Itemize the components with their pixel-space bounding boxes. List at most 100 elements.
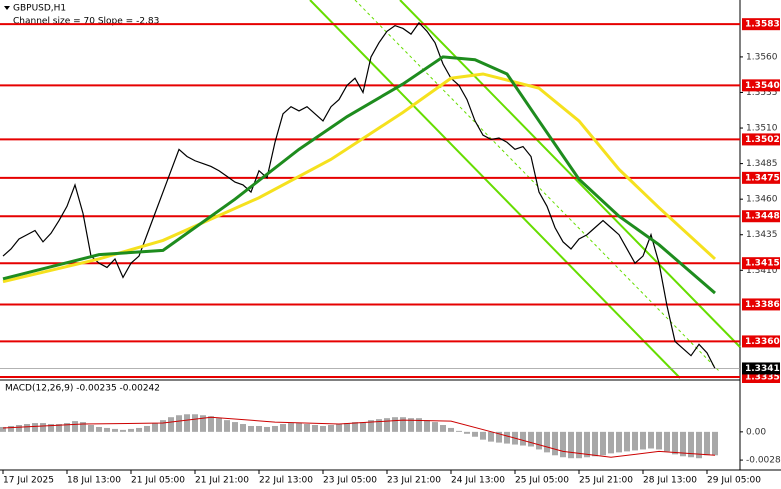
histogram-bar [152,423,158,432]
menu-arrow [4,6,10,10]
histogram-bar [448,427,454,432]
histogram-bar [352,422,358,432]
last-price-box [742,362,780,375]
last-price-label: 1.3341 [745,364,780,374]
y-tick-label: 1.3535 [746,88,778,98]
level-label-box [742,257,780,270]
histogram-bar [456,430,462,432]
histogram-bar [384,418,390,432]
histogram-bar [480,431,486,440]
histogram-bar [584,431,590,458]
histogram-bar [488,431,494,442]
histogram-bar [80,422,86,432]
histogram-bar [416,418,422,432]
histogram-bar [576,431,582,459]
level-label-box [742,298,780,311]
histogram-bar [672,431,678,455]
histogram-bar [96,426,102,432]
histogram-bar [168,417,174,432]
histogram-bar [344,423,350,432]
histogram-bar [72,421,78,432]
histogram-bar [360,422,366,432]
y-tick-label: 1.3560 [746,52,778,62]
x-tick-label: 28 Jul 13:00 [643,476,697,486]
histogram-bar [544,431,550,453]
histogram-bar [712,431,718,456]
histogram-bar [288,423,294,432]
x-tick-label: 29 Jul 05:00 [707,476,761,486]
level-label: 1.3415 [745,259,780,269]
histogram-bar [104,427,110,432]
histogram-bar [240,424,246,432]
histogram-bar [592,431,598,457]
histogram-bar [216,418,222,432]
histogram-bar [272,425,278,432]
level-label-box [742,335,780,348]
y-tick-label: 1.3410 [746,266,778,276]
level-label: 1.3583 [745,20,780,30]
histogram-bar [568,431,574,459]
x-tick-label: 23 Jul 21:00 [387,476,441,486]
histogram-bar [440,425,446,432]
level-label-box [742,133,780,146]
histogram-bar [208,416,214,432]
y-tick-label: 1.3460 [746,195,778,205]
histogram-bar [128,428,134,432]
level-label: 1.3448 [745,212,780,222]
histogram-bar [464,431,470,434]
histogram-bar [312,425,318,432]
y-tick-label: -0.00289 [746,456,781,466]
x-tick-label: 23 Jul 05:00 [323,476,377,486]
level-label: 1.3386 [745,300,780,310]
x-tick-label: 22 Jul 13:00 [259,476,313,486]
x-tick-label: 21 Jul 05:00 [131,476,185,486]
channel-line [309,0,681,379]
histogram-bar [496,431,502,443]
histogram-bar [16,425,22,432]
histogram-bar [64,423,70,432]
x-tick-label: 18 Jul 13:00 [67,476,121,486]
histogram-bar [112,428,118,432]
histogram-bar [688,431,694,458]
moving-average [2,416,716,458]
histogram-bar [320,425,326,432]
level-label: 1.3335 [745,373,780,383]
histogram-bar [144,425,150,432]
moving-average [2,55,716,295]
histogram-bar [624,431,630,452]
histogram-bar [696,431,702,459]
histogram-bar [264,426,270,432]
histogram-bar [656,431,662,450]
histogram-bar [32,423,38,432]
histogram-bar [136,427,142,432]
histogram-bar [400,417,406,432]
histogram-bar [336,424,342,432]
histogram-bar [536,431,542,450]
histogram-bar [160,420,166,432]
y-tick-label: 1.3510 [746,124,778,134]
histogram-bar [296,423,302,432]
level-label-box [742,210,780,223]
chart-title: GBPUSD,H1 [13,4,66,14]
histogram-bar [520,431,526,446]
level-label: 1.3540 [745,81,780,91]
y-tick-label: 0.00 [746,427,766,437]
histogram-bar [608,431,614,454]
x-tick-label: 25 Jul 05:00 [515,476,569,486]
histogram-bar [664,431,670,452]
level-label-box [742,18,780,31]
x-tick-label: 21 Jul 21:00 [195,476,249,486]
histogram-bar [256,425,262,432]
histogram-bar [200,415,206,432]
histogram-bar [0,426,6,432]
level-label-box [742,79,780,92]
histogram-bar [224,420,230,432]
histogram-bar [528,431,534,447]
histogram-bar [392,417,398,432]
histogram-bar [184,414,190,432]
histogram-bar [504,431,510,444]
histogram-bar [232,422,238,432]
histogram-bar [704,431,710,456]
